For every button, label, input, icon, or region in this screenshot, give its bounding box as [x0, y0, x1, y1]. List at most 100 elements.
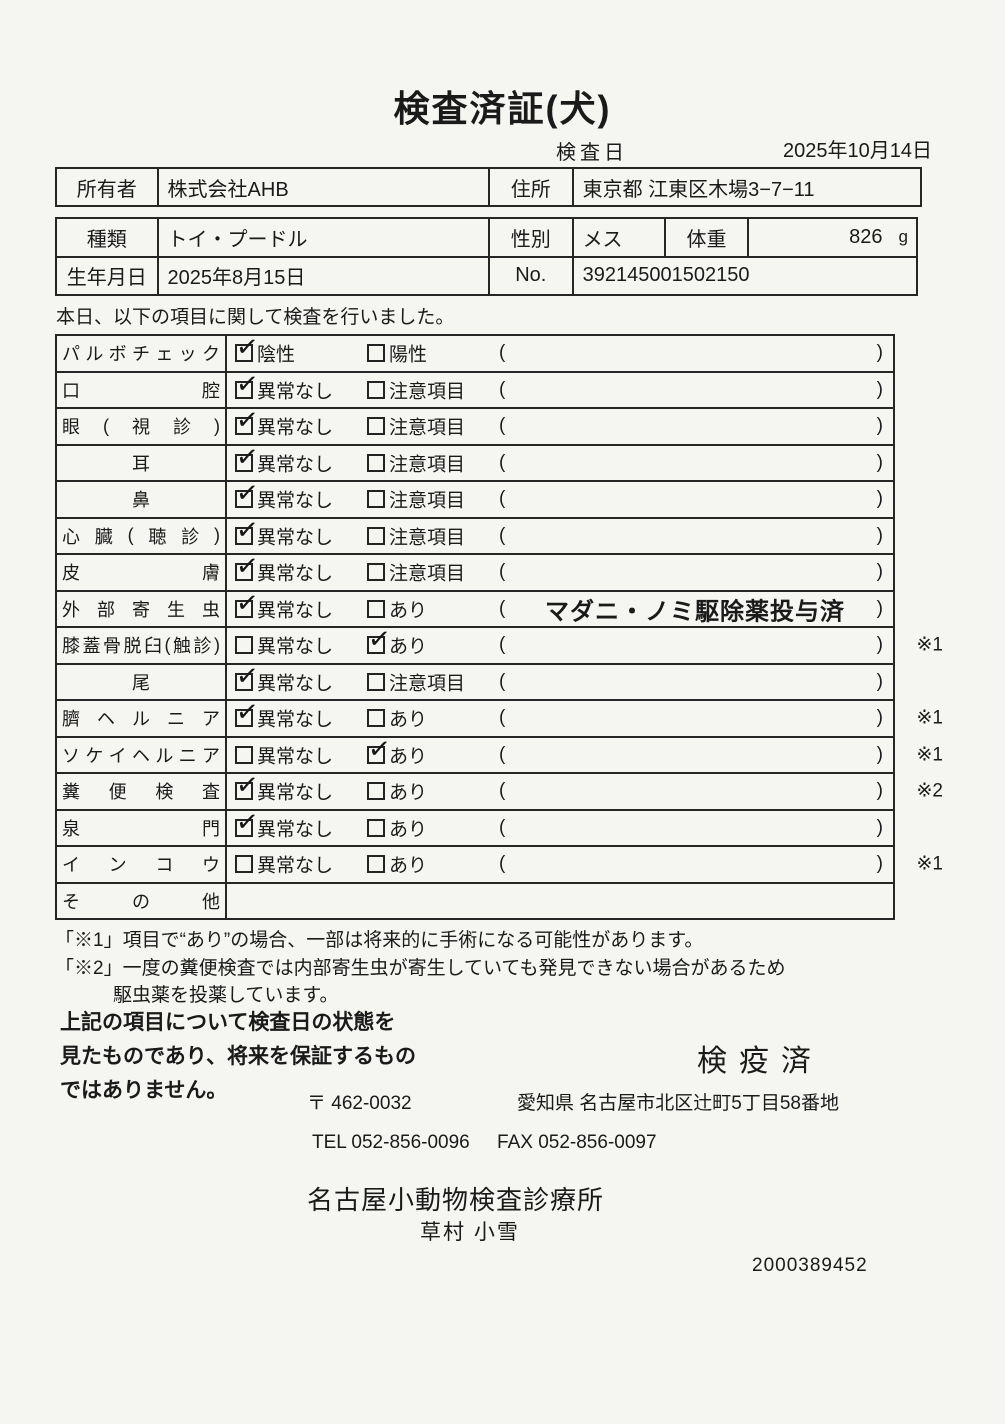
checkbox-checked: ✓: [234, 368, 260, 401]
tel-number: TEL 052-856-0096: [312, 1132, 470, 1153]
paren-open: (: [499, 415, 506, 437]
serial-number: 2000389452: [752, 1255, 868, 1276]
item-label-char: イ: [108, 745, 127, 766]
paren-open: (: [499, 743, 506, 765]
reference-mark: ※1: [916, 853, 944, 875]
option-label: 異常なし: [257, 782, 334, 804]
checkbox-unchecked: [235, 745, 253, 764]
item-label-char: コ: [155, 855, 174, 876]
checkbox-checked: ✓: [366, 733, 392, 766]
checkbox-checked: ✓: [234, 660, 260, 693]
item-label-char: (: [127, 525, 134, 546]
item-label-char: ル: [132, 709, 150, 730]
item-label-char: 尾: [132, 672, 150, 693]
checkbox-unchecked: [367, 380, 385, 399]
option-label: 注意項目: [389, 527, 466, 549]
veterinarian-name: 草村 小雪: [420, 1221, 520, 1244]
checkbox-checked: ✓: [234, 331, 260, 364]
disclaimer: 上記の項目について検査日の状態を 見たものであり、将来を保証するもの ではありま…: [60, 1006, 416, 1108]
item-label-char: ウ: [201, 855, 220, 876]
item-label-char: 臼: [144, 636, 162, 657]
reference-mark: ※1: [916, 634, 944, 656]
item-label-char: ン: [108, 855, 127, 876]
paren-close: ): [876, 780, 883, 802]
birthdate-value: 2025年8月15日: [156, 257, 488, 294]
option-label: 異常なし: [257, 563, 334, 585]
item-label: 口腔: [57, 372, 227, 407]
option-label: 異常なし: [257, 454, 334, 476]
footnote-2-line2: 駆虫薬を投薬しています。: [113, 985, 339, 1006]
item-label-char: ): [213, 525, 220, 546]
item-label-char: 泉: [62, 818, 80, 839]
inspection-row: 臍ヘルニア ✓ 異常なし あり() ※1: [57, 696, 943, 736]
inspection-row: イ ン コ ウ 異常なし あり () ※1: [57, 845, 943, 882]
weight-unit: g: [898, 227, 908, 247]
item-label-char: ル: [155, 745, 174, 766]
checkbox-unchecked: [367, 453, 385, 472]
item-label-char: そ: [62, 891, 80, 912]
option-label: 異常なし: [257, 600, 334, 622]
weight-label: 体重: [664, 219, 747, 256]
inspection-row: 耳 ✓ 異常なし 注意項目 (): [57, 441, 893, 481]
item-label-char: 皮: [62, 563, 80, 584]
item-label-char: 鼻: [132, 490, 150, 511]
item-label-char: (: [103, 415, 109, 436]
paren-open: (: [499, 378, 506, 400]
reference-mark: ※1: [916, 744, 944, 766]
option-label: 注意項目: [389, 673, 466, 695]
option-label: 異常なし: [257, 417, 334, 439]
item-label-char: 臍: [62, 709, 80, 730]
inspection-row: 外部寄生虫 ✓ 異常なし あり() マダニ・ノミ駆除薬投与済: [57, 587, 893, 626]
item-result: 異常なし ✓ あり () ※1: [227, 623, 943, 663]
item-label-char: ケ: [85, 745, 104, 766]
owner-value: 株式会社AHB: [156, 169, 488, 205]
option-label: 異常なし: [257, 709, 334, 731]
disclaimer-line1: 上記の項目について検査日の状態を: [60, 1011, 396, 1034]
item-label: 臍ヘルニア: [57, 701, 227, 736]
checkbox-unchecked: [235, 855, 253, 874]
paren-close: ): [876, 853, 883, 875]
item-label-char: 診: [173, 417, 191, 438]
paren-open: (: [499, 597, 506, 619]
phone-line: TEL 052-856-0096 FAX 052-856-0097: [312, 1132, 657, 1154]
checkbox-unchecked: [367, 417, 385, 436]
paren-open: (: [499, 707, 506, 729]
sex-label: 性別: [487, 219, 572, 256]
checkbox-checked: ✓: [234, 769, 260, 802]
item-label-char: 便: [108, 782, 127, 803]
inspection-row: 膝蓋骨脱臼(触診) 異常なし ✓ あり() ※1: [57, 623, 943, 663]
inspection-date-value: 2025年10月14日: [783, 140, 932, 162]
inspection-row: その他: [57, 881, 893, 918]
paren-open: (: [499, 488, 506, 510]
option-label: あり: [389, 819, 428, 841]
item-result: ✓ 異常なし 注意項目 (): [227, 404, 893, 444]
item-label-char: ソ: [62, 745, 80, 766]
checkbox-checked: ✓: [234, 477, 260, 510]
birthdate-label: 生年月日: [66, 267, 147, 290]
item-label: その他: [57, 883, 227, 918]
disclaimer-line3: ではありません。: [60, 1079, 228, 1102]
item-result: ✓ 異常なし あり () ※2: [227, 769, 943, 809]
item-label-char: ): [214, 415, 220, 436]
inspection-row: 口腔 ✓ 異常なし 注意項目(): [57, 368, 893, 407]
item-label-char: 眼: [62, 417, 80, 438]
paren-open: (: [499, 451, 506, 473]
footnote-2-line1: 「※2」一度の糞便検査では内部寄生虫が寄生していても発見できない場合があるため: [55, 958, 786, 979]
breed-value: トイ・プードル: [156, 219, 488, 256]
item-label-char: 触: [173, 636, 191, 657]
item-label-char: ニ: [178, 745, 197, 766]
reference-mark: ※1: [916, 707, 944, 729]
quarantine-stamp: 検疫済: [697, 1045, 823, 1078]
option-label: あり: [389, 746, 428, 768]
item-result: ✓ 異常なし 注意項目 (): [227, 514, 893, 554]
item-result: ✓ 異常なし 注意項目 (): [227, 441, 893, 481]
paren-open: (: [499, 524, 506, 546]
option-label: あり: [389, 600, 428, 622]
item-label-char: 骨: [103, 636, 121, 657]
item-label: 眼 (視 診): [57, 409, 227, 444]
checkbox-unchecked: [367, 709, 385, 728]
footnote-1: 「※1」項目で“あり”の場合、一部は将来的に手術になる可能性があります。: [55, 930, 704, 951]
item-label-char: ル: [85, 344, 104, 365]
checkbox-checked: ✓: [234, 696, 260, 729]
option-label: あり: [389, 709, 428, 731]
